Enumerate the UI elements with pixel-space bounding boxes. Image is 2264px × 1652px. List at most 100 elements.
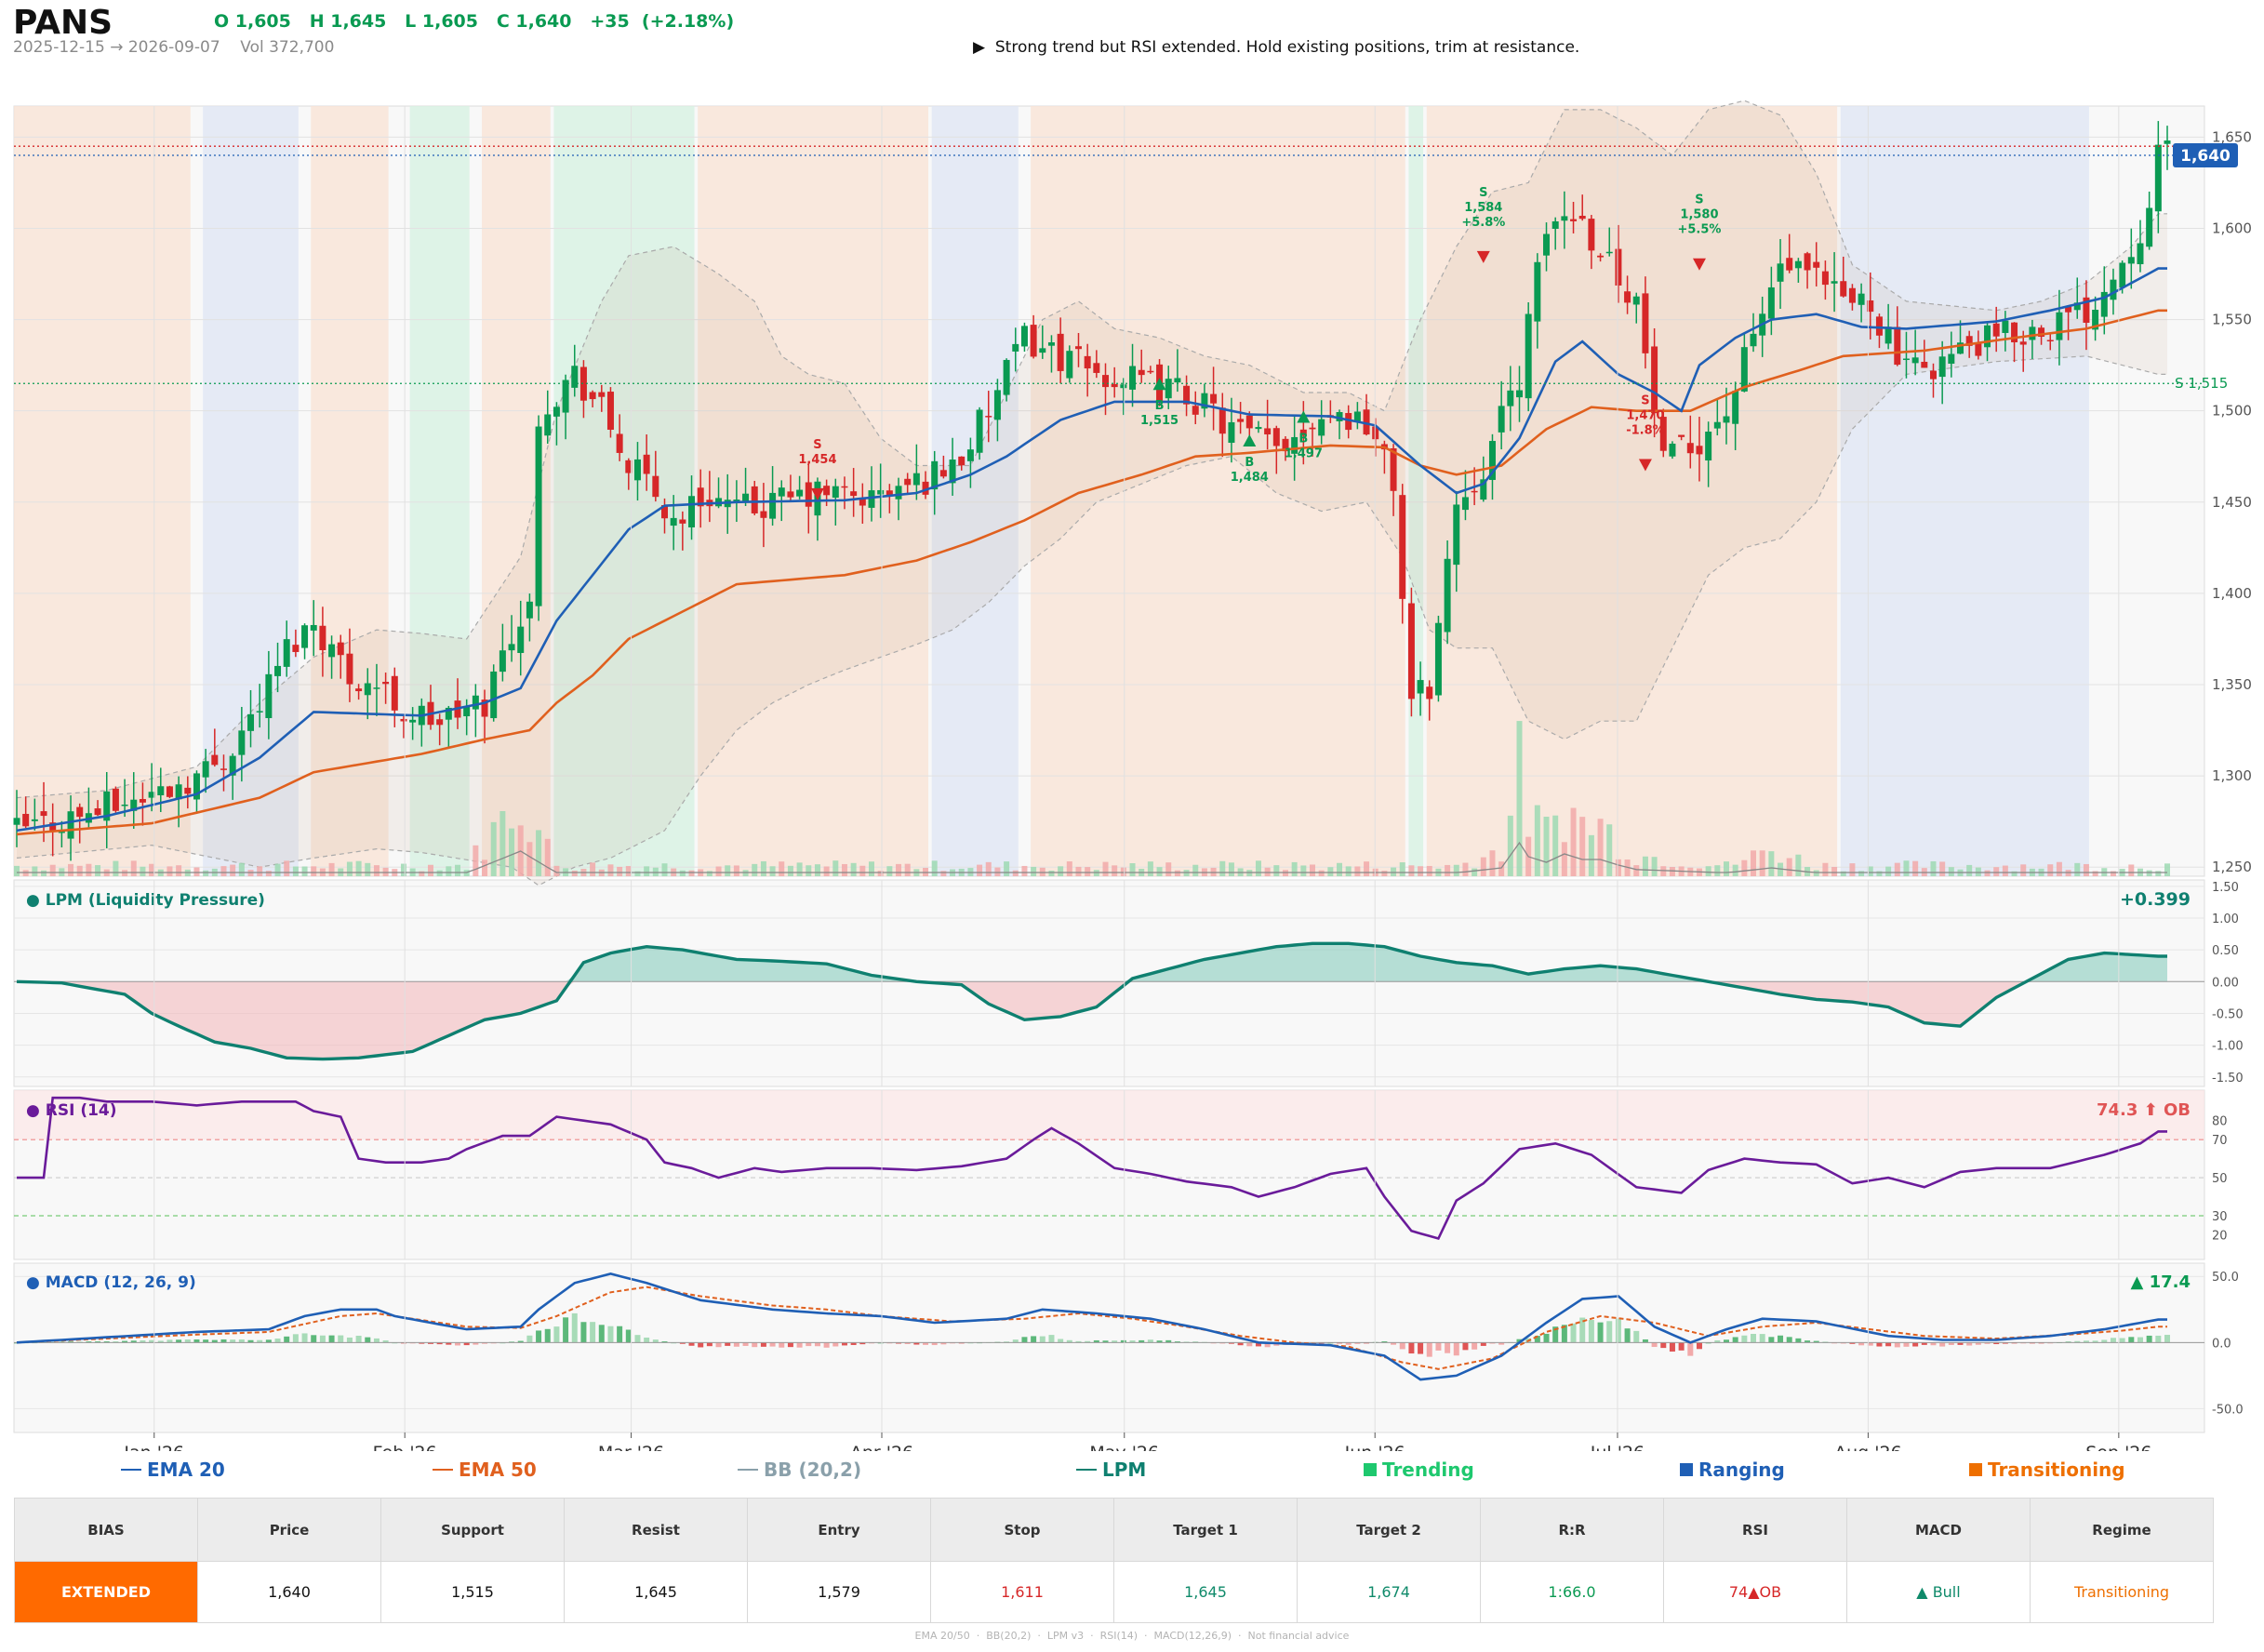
candle xyxy=(166,785,173,799)
candle-body xyxy=(778,487,785,497)
candle-body xyxy=(1228,421,1235,444)
macd-histogram-bar xyxy=(2110,1338,2116,1343)
candle-body xyxy=(1696,446,1703,455)
macd-histogram-bar xyxy=(806,1342,812,1347)
macd-histogram-bar xyxy=(706,1342,712,1347)
price-y-tick: 1,600 xyxy=(2212,220,2252,236)
candle-body xyxy=(1345,413,1352,431)
macd-histogram-bar xyxy=(1660,1342,1667,1349)
volume-bar xyxy=(1597,819,1604,876)
candle-body xyxy=(499,650,506,673)
macd-histogram-bar xyxy=(598,1325,605,1343)
macd-histogram-bar xyxy=(1903,1342,1910,1347)
candle xyxy=(436,713,444,746)
volume-bar xyxy=(509,828,515,876)
volume-bar xyxy=(544,838,551,876)
macd-histogram-bar xyxy=(1426,1342,1432,1357)
volume-bar xyxy=(166,866,173,876)
macd-y-tick: 0.0 xyxy=(2212,1337,2231,1351)
macd-histogram-bar xyxy=(1418,1342,1424,1354)
candle-body xyxy=(1767,286,1775,319)
candle-body xyxy=(1272,428,1280,446)
candle-body xyxy=(355,688,363,692)
macd-histogram-bar xyxy=(715,1342,722,1348)
candle-body xyxy=(1093,363,1100,373)
candle-body xyxy=(1461,497,1469,511)
candle-body xyxy=(1840,281,1847,297)
candle-body xyxy=(463,706,471,717)
macd-histogram-bar xyxy=(1984,1342,1991,1344)
macd-histogram-bar xyxy=(1849,1342,1856,1344)
candle-body xyxy=(1309,427,1316,430)
candle-body xyxy=(1111,383,1118,388)
candle-body xyxy=(67,811,74,839)
volume-bar xyxy=(625,866,632,876)
trade-signal-S: S1,454 xyxy=(798,438,837,500)
candle-body xyxy=(2002,320,2009,333)
macd-histogram-bar xyxy=(1534,1336,1540,1343)
bb-lower-line xyxy=(16,355,2167,886)
macd-histogram-bar xyxy=(1885,1342,1892,1347)
candle-body xyxy=(571,366,579,388)
signal-label: 1,454 xyxy=(798,453,836,467)
candle xyxy=(337,634,344,679)
candle-body xyxy=(1534,261,1541,322)
candle-body xyxy=(679,519,686,524)
candle-body xyxy=(1678,434,1685,437)
candle-body xyxy=(598,392,606,397)
candle-body xyxy=(1039,348,1046,353)
candle-body xyxy=(1948,353,1955,364)
volume-average-line xyxy=(17,841,2167,873)
candle xyxy=(2011,322,2018,363)
macd-histogram-bar xyxy=(2074,1340,2081,1343)
candle xyxy=(633,442,641,501)
macd-histogram-bar xyxy=(1696,1342,1702,1350)
macd-histogram-bar xyxy=(1552,1326,1559,1343)
macd-histogram-bar xyxy=(149,1339,155,1343)
trade-signal-B: B1,484 xyxy=(1231,434,1269,485)
macd-histogram-bar xyxy=(220,1339,227,1343)
candle-body xyxy=(886,490,893,497)
candle xyxy=(1588,215,1595,270)
signal-label: S xyxy=(1641,394,1649,408)
candle xyxy=(679,511,686,551)
candle-body xyxy=(1057,333,1064,371)
candle-body xyxy=(553,406,560,417)
candle-body xyxy=(805,482,812,507)
signal-label: 1,584 xyxy=(1464,201,1502,215)
candle-body xyxy=(211,754,219,766)
volume-bar xyxy=(1426,865,1432,876)
macd-histogram-bar xyxy=(1651,1342,1658,1348)
bb-upper-line xyxy=(16,100,2167,799)
macd-histogram-bar xyxy=(1058,1339,1064,1343)
candle xyxy=(1336,409,1343,440)
macd-histogram-bar xyxy=(1588,1320,1594,1343)
lpm-y-tick: -0.50 xyxy=(2212,1007,2244,1021)
volume-bar xyxy=(1534,805,1540,876)
candle-body xyxy=(1299,429,1307,436)
th-price: Price xyxy=(197,1498,381,1562)
candle-body xyxy=(1282,438,1289,452)
candle-body xyxy=(1821,271,1829,286)
candle xyxy=(904,473,912,494)
volume-bar xyxy=(490,821,497,876)
candle xyxy=(2137,220,2144,273)
volume-bar xyxy=(571,870,578,876)
candle xyxy=(1713,399,1721,436)
candle xyxy=(1525,301,1532,412)
candle-body xyxy=(562,380,569,413)
signal-label: 1,580 xyxy=(1680,208,1718,222)
candle-body xyxy=(1984,325,1991,348)
candle xyxy=(1129,343,1137,407)
macd-histogram-bar xyxy=(1957,1342,1964,1345)
volume-bar xyxy=(1660,866,1667,876)
candle-body xyxy=(1120,384,1127,389)
x-tick-label: Aug '26 xyxy=(1834,1443,1902,1451)
candle-body xyxy=(1488,441,1496,480)
macd-histogram-bar xyxy=(328,1335,335,1343)
volume-bar xyxy=(292,866,299,876)
lpm-line xyxy=(16,941,2167,1061)
candle-body xyxy=(184,787,192,794)
volume-bar xyxy=(1012,870,1019,876)
macd-histogram-bar xyxy=(346,1337,353,1343)
